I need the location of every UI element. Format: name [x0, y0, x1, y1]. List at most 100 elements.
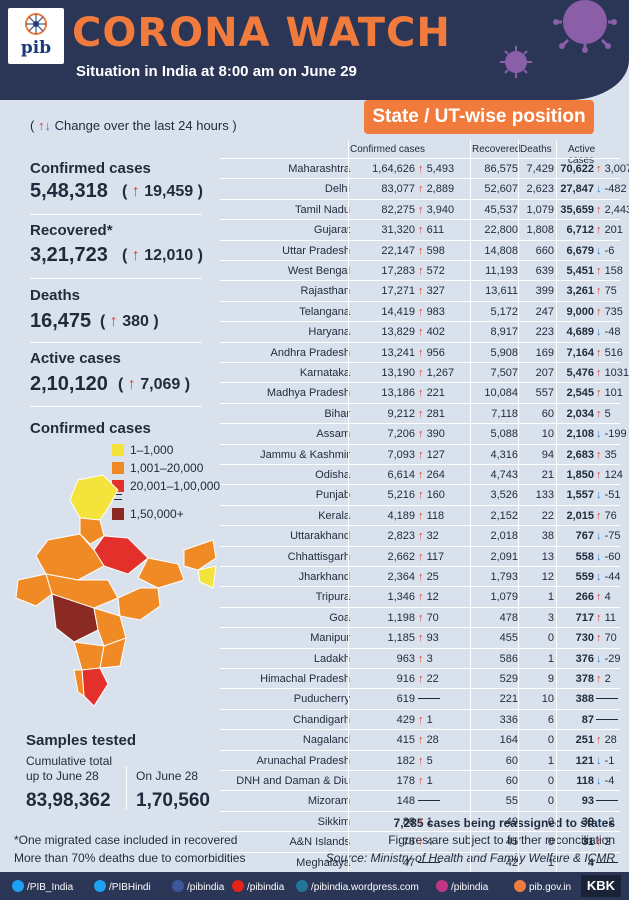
table-row: Telangana 14,419 ↑ 983 5,172 247 9,000 ↑ 735 — [220, 300, 623, 321]
recovered-cell: 478 — [499, 611, 518, 624]
footer-link[interactable]: /PIBHindi — [94, 880, 151, 893]
up-arrow-icon: ↑ — [131, 183, 140, 200]
footer-link[interactable]: /pibindia — [232, 880, 284, 893]
recovered-cell: 49 — [505, 815, 518, 828]
active-change-value: 76 — [604, 509, 617, 522]
confirmed-cell: 22,147 — [381, 244, 415, 257]
footer-link[interactable]: pib.gov.in — [514, 880, 571, 893]
confirmed-change-cell: ↑ 3,940 — [418, 204, 468, 216]
up-arrow-icon: ↑ — [596, 265, 605, 277]
deaths-cell: 38 — [541, 530, 554, 543]
confirmed-cell: 82,275 — [381, 203, 415, 216]
deaths-cell: 0 — [547, 632, 554, 645]
down-arrow-icon: ↓ — [44, 118, 51, 133]
confirmed-change-value: 19,459 — [144, 183, 194, 200]
active-cell: 31 — [581, 836, 594, 849]
deaths-cell: 0 — [547, 795, 554, 808]
active-change-cell: ↓ -1 — [596, 755, 629, 767]
active-cell: 35,659 — [560, 203, 594, 216]
table-row: Assam 7,206 ↑ 390 5,088 10 2,108 ↓ -199 — [220, 423, 627, 443]
logo-text: pib — [20, 38, 52, 58]
divider — [30, 278, 202, 279]
state-name: Gujarat — [313, 224, 350, 237]
recovered-cell: 5,088 — [490, 428, 518, 441]
deaths-cell: 0 — [547, 734, 554, 747]
page-title: CORONA WATCH — [72, 10, 451, 56]
cumulative-samples-value: 83,98,362 — [26, 790, 111, 811]
active-change-cell: ↑ 124 — [596, 469, 629, 481]
confirmed-change-value: 390 — [426, 428, 445, 441]
active-cell: 378 — [575, 673, 594, 685]
confirmed-change-cell: ↑ 93 — [418, 632, 468, 644]
up-arrow-icon: ↑ — [418, 387, 427, 400]
up-arrow-icon: ↑ — [596, 448, 605, 461]
up-arrow-icon: ↑ — [418, 673, 427, 685]
no-change-dash — [596, 861, 618, 863]
state-name: Mizoram — [307, 795, 350, 808]
note-reconciliation: Figures are subject to further reconcili… — [388, 833, 615, 847]
confirmed-cell: 7,093 — [387, 448, 415, 461]
recovered-cell: 10,084 — [484, 387, 518, 400]
recovered-change-value: 12,010 — [144, 247, 194, 264]
active-cell: 4,689 — [566, 326, 594, 339]
down-arrow-icon: ↓ — [596, 550, 605, 563]
confirmed-change-value: 12 — [426, 591, 439, 604]
active-cell: 118 — [576, 775, 594, 787]
table-row: Jharkhand 2,364 ↑ 25 1,793 12 559 ↓ -44 — [220, 566, 620, 586]
footer-link[interactable]: /pibindia.wordpress.com — [296, 880, 419, 893]
active-cell: 717 — [575, 611, 594, 624]
up-arrow-icon: ↑ — [109, 313, 118, 330]
confirmed-change-value: 572 — [426, 265, 445, 277]
recovered-cell: 1,079 — [490, 591, 518, 604]
instagram-icon — [436, 880, 448, 892]
no-change-dash — [418, 698, 440, 700]
active-change-cell: ↑ 1031 — [596, 367, 629, 379]
recovered-cell: 455 — [499, 632, 518, 645]
up-arrow-icon: ↑ — [418, 407, 427, 420]
table-row: Odisha 6,614 ↑ 264 4,743 21 1,850 ↑ 124 — [220, 464, 623, 484]
active-change-cell — [596, 693, 629, 705]
active-change-value: 5 — [604, 407, 611, 420]
state-name: Jharkhand — [298, 571, 350, 583]
confirmed-change-value: 1,267 — [426, 367, 455, 379]
down-arrow-icon: ↓ — [596, 775, 605, 787]
confirmed-change-value: 611 — [426, 224, 445, 237]
deaths-label: Deaths — [30, 287, 81, 304]
footer-link[interactable]: /pibindia — [436, 880, 488, 893]
footer-link-label: /PIB_India — [27, 882, 74, 893]
confirmed-cell: 17,283 — [381, 265, 415, 277]
confirmed-change-cell: ↑ 598 — [418, 245, 468, 257]
active-cell: 70,622 — [560, 163, 594, 175]
youtube-icon — [232, 880, 244, 892]
active-change-cell: ↑ 101 — [596, 387, 629, 399]
divider — [30, 342, 202, 343]
recovered-cell: 14,808 — [484, 244, 518, 257]
wordpress-icon — [296, 880, 308, 892]
active-cell: 6,712 — [566, 224, 594, 237]
deaths-cell: 21 — [541, 469, 554, 481]
active-change-cell: ↑ 2,443 — [596, 204, 629, 216]
confirmed-change-cell: ↑ 1 — [418, 775, 468, 787]
footer-link[interactable]: /PIB_India — [12, 880, 73, 893]
active-change-value: 28 — [604, 734, 617, 747]
pib-logo: pib — [8, 8, 64, 64]
confirmed-change-cell: ↑ 12 — [418, 591, 468, 603]
up-arrow-icon: ↑ — [596, 285, 605, 298]
footer-link[interactable]: /pibindia — [172, 880, 224, 893]
confirmed-change-cell: ↑ 327 — [418, 285, 468, 297]
active-cell: 2,034 — [566, 407, 594, 420]
active-change-cell: ↓ -48 — [596, 326, 629, 338]
up-arrow-icon: ↑ — [418, 244, 427, 257]
state-name: Delhi — [324, 183, 350, 196]
confirmed-change-value: 983 — [426, 305, 445, 318]
deaths-cell: 1 — [547, 754, 554, 767]
active-value: 2,10,120 — [30, 373, 108, 395]
active-change-cell: ↓ -2 — [596, 816, 629, 828]
active-cell: 2,108 — [566, 428, 594, 441]
recovered-label: Recovered* — [30, 222, 113, 239]
column-divider — [348, 140, 349, 872]
table-row: Chandigarh 429 ↑ 1 336 6 87 — [220, 708, 620, 729]
day-samples-value: 1,70,560 — [136, 790, 210, 811]
up-arrow-icon: ↑ — [596, 836, 605, 849]
confirmed-cell: 1,185 — [387, 632, 415, 645]
